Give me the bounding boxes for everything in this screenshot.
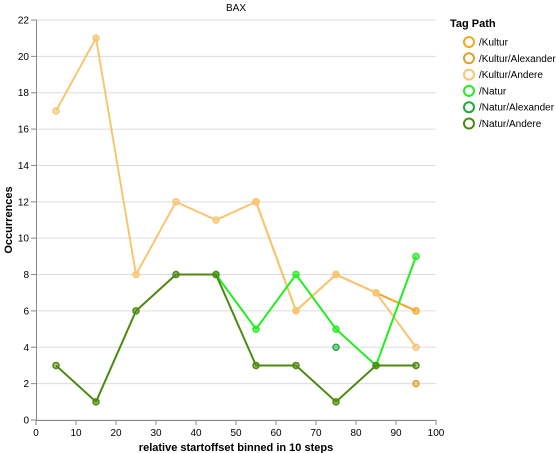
series-natur-andere — [52, 270, 420, 406]
legend: Tag Path /Kultur/Kultur/Alexander/Kultur… — [450, 18, 556, 130]
legend-label: /Kultur/Andere — [479, 70, 543, 81]
data-point — [412, 307, 420, 315]
x-tick-label: 80 — [350, 428, 362, 439]
y-tick-label: 10 — [18, 234, 30, 245]
y-tick-label: 4 — [23, 343, 29, 354]
data-point — [252, 325, 260, 333]
y-tick-label: 14 — [18, 161, 30, 172]
y-tick-label: 18 — [18, 88, 30, 99]
legend-label: /Natur/Andere — [479, 119, 542, 130]
data-point — [412, 379, 420, 388]
y-tick-label: 2 — [23, 379, 29, 390]
data-point — [92, 398, 100, 406]
series-kultur-alexander — [412, 379, 420, 388]
data-point — [412, 252, 420, 261]
legend-symbol — [463, 101, 475, 114]
data-point — [172, 270, 180, 279]
legend-item: /Kultur — [463, 36, 509, 49]
legend-label: /Natur — [479, 86, 507, 97]
plot-area — [52, 34, 420, 406]
series-kultur-andere — [52, 34, 420, 352]
data-point — [212, 270, 220, 279]
x-tick-label: 100 — [428, 428, 445, 439]
data-point — [132, 270, 140, 279]
legend-symbol — [463, 52, 475, 65]
data-point — [372, 361, 380, 370]
x-tick-label: 40 — [190, 428, 202, 439]
y-tick-label: 6 — [23, 306, 29, 317]
x-axis-title: relative startoffset binned in 10 steps — [139, 442, 333, 453]
y-tick-label: 12 — [18, 197, 30, 208]
legend-symbol — [463, 84, 475, 97]
grid-lines — [36, 19, 436, 421]
legend-label: /Kultur — [479, 38, 509, 49]
legend-title: Tag Path — [450, 18, 496, 30]
y-tick-label: 22 — [18, 16, 30, 27]
data-point — [412, 343, 420, 352]
data-point — [412, 361, 420, 370]
data-point — [132, 307, 140, 315]
data-point — [52, 361, 60, 370]
y-tick-label: 8 — [23, 270, 29, 281]
x-tick-label: 0 — [33, 428, 39, 439]
data-point — [172, 198, 180, 206]
y-tick-label: 0 — [23, 416, 29, 427]
y-tick-label: 20 — [18, 52, 30, 63]
x-tick-label: 90 — [390, 428, 402, 439]
legend-item: /Natur — [463, 84, 507, 97]
series-line — [255, 201, 417, 313]
x-tick-label: 50 — [230, 428, 242, 439]
data-point — [332, 398, 340, 406]
legend-item: /Natur/Andere — [463, 117, 542, 130]
legend-symbol — [463, 36, 475, 48]
data-point — [332, 343, 340, 352]
series-line — [215, 256, 417, 368]
legend-symbol — [463, 68, 475, 81]
series-line — [55, 35, 417, 348]
data-point — [292, 307, 300, 315]
series-kultur — [252, 198, 420, 315]
data-point — [292, 361, 300, 370]
data-point — [332, 325, 340, 333]
chart-title: BAX — [226, 3, 246, 14]
x-tick-label: 30 — [150, 428, 162, 439]
data-point — [372, 288, 380, 297]
data-point — [92, 34, 100, 42]
x-tick-label: 70 — [310, 428, 322, 439]
data-point — [252, 198, 260, 206]
legend-item: /Natur/Alexander — [463, 101, 555, 114]
x-tick-label: 60 — [270, 428, 282, 439]
x-tick-label: 10 — [70, 428, 82, 439]
data-point — [212, 216, 220, 224]
y-axis-title: Occurrences — [3, 186, 15, 253]
y-tick-label: 16 — [18, 125, 30, 136]
data-point — [52, 107, 60, 115]
series-natur-alexander — [332, 343, 340, 352]
legend-label: /Natur/Alexander — [479, 103, 555, 114]
series-line — [55, 273, 416, 404]
legend-item: /Kultur/Alexander — [463, 52, 556, 65]
legend-label: /Kultur/Alexander — [479, 54, 556, 65]
legend-item: /Kultur/Andere — [463, 68, 543, 81]
axes: 0 2 4 6 8 10 12 14 16 18 20 22 0 10 20 30 40 50 60 70 80 90 10… — [18, 16, 445, 440]
data-point — [292, 270, 300, 279]
data-point — [252, 361, 260, 370]
x-tick-label: 20 — [110, 428, 122, 439]
data-point — [332, 270, 340, 279]
legend-symbol — [463, 117, 475, 130]
